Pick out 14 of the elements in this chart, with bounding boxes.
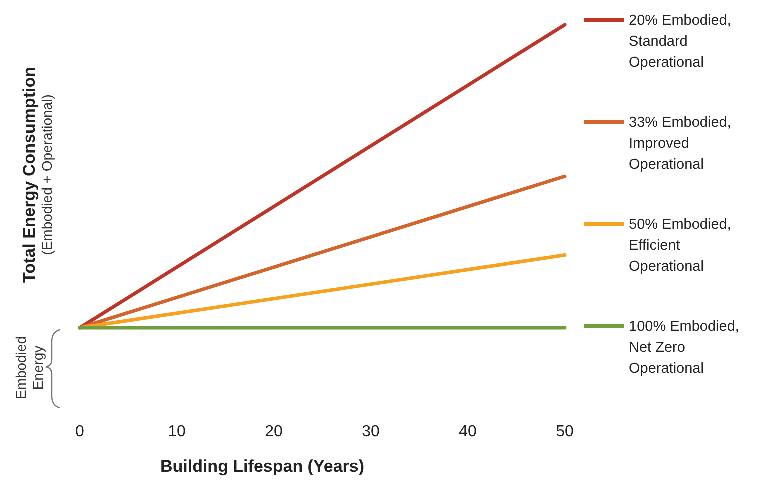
x-tick-label: 50: [556, 423, 574, 440]
legend-label: 20% Embodied, Standard Operational: [629, 13, 732, 71]
text: Embodied Energy: [13, 336, 46, 400]
legend-label: 100% Embodied, Net Zero Operational: [629, 319, 740, 377]
text: (Embodied + Operational): [39, 94, 55, 256]
x-tick-label: 10: [168, 423, 186, 440]
legend-label: 33% Embodied, Improved Operational: [629, 115, 732, 173]
legend-label: 50% Embodied, Efficient Operational: [629, 217, 732, 275]
y-axis-title: Total Energy Consumption: [20, 67, 39, 283]
x-tick-label: 30: [362, 423, 380, 440]
x-tick-label: 20: [265, 423, 283, 440]
x-axis-title: Building Lifespan (Years): [160, 457, 365, 476]
x-tick-label: 0: [76, 423, 85, 440]
x-tick-label: 40: [459, 423, 477, 440]
